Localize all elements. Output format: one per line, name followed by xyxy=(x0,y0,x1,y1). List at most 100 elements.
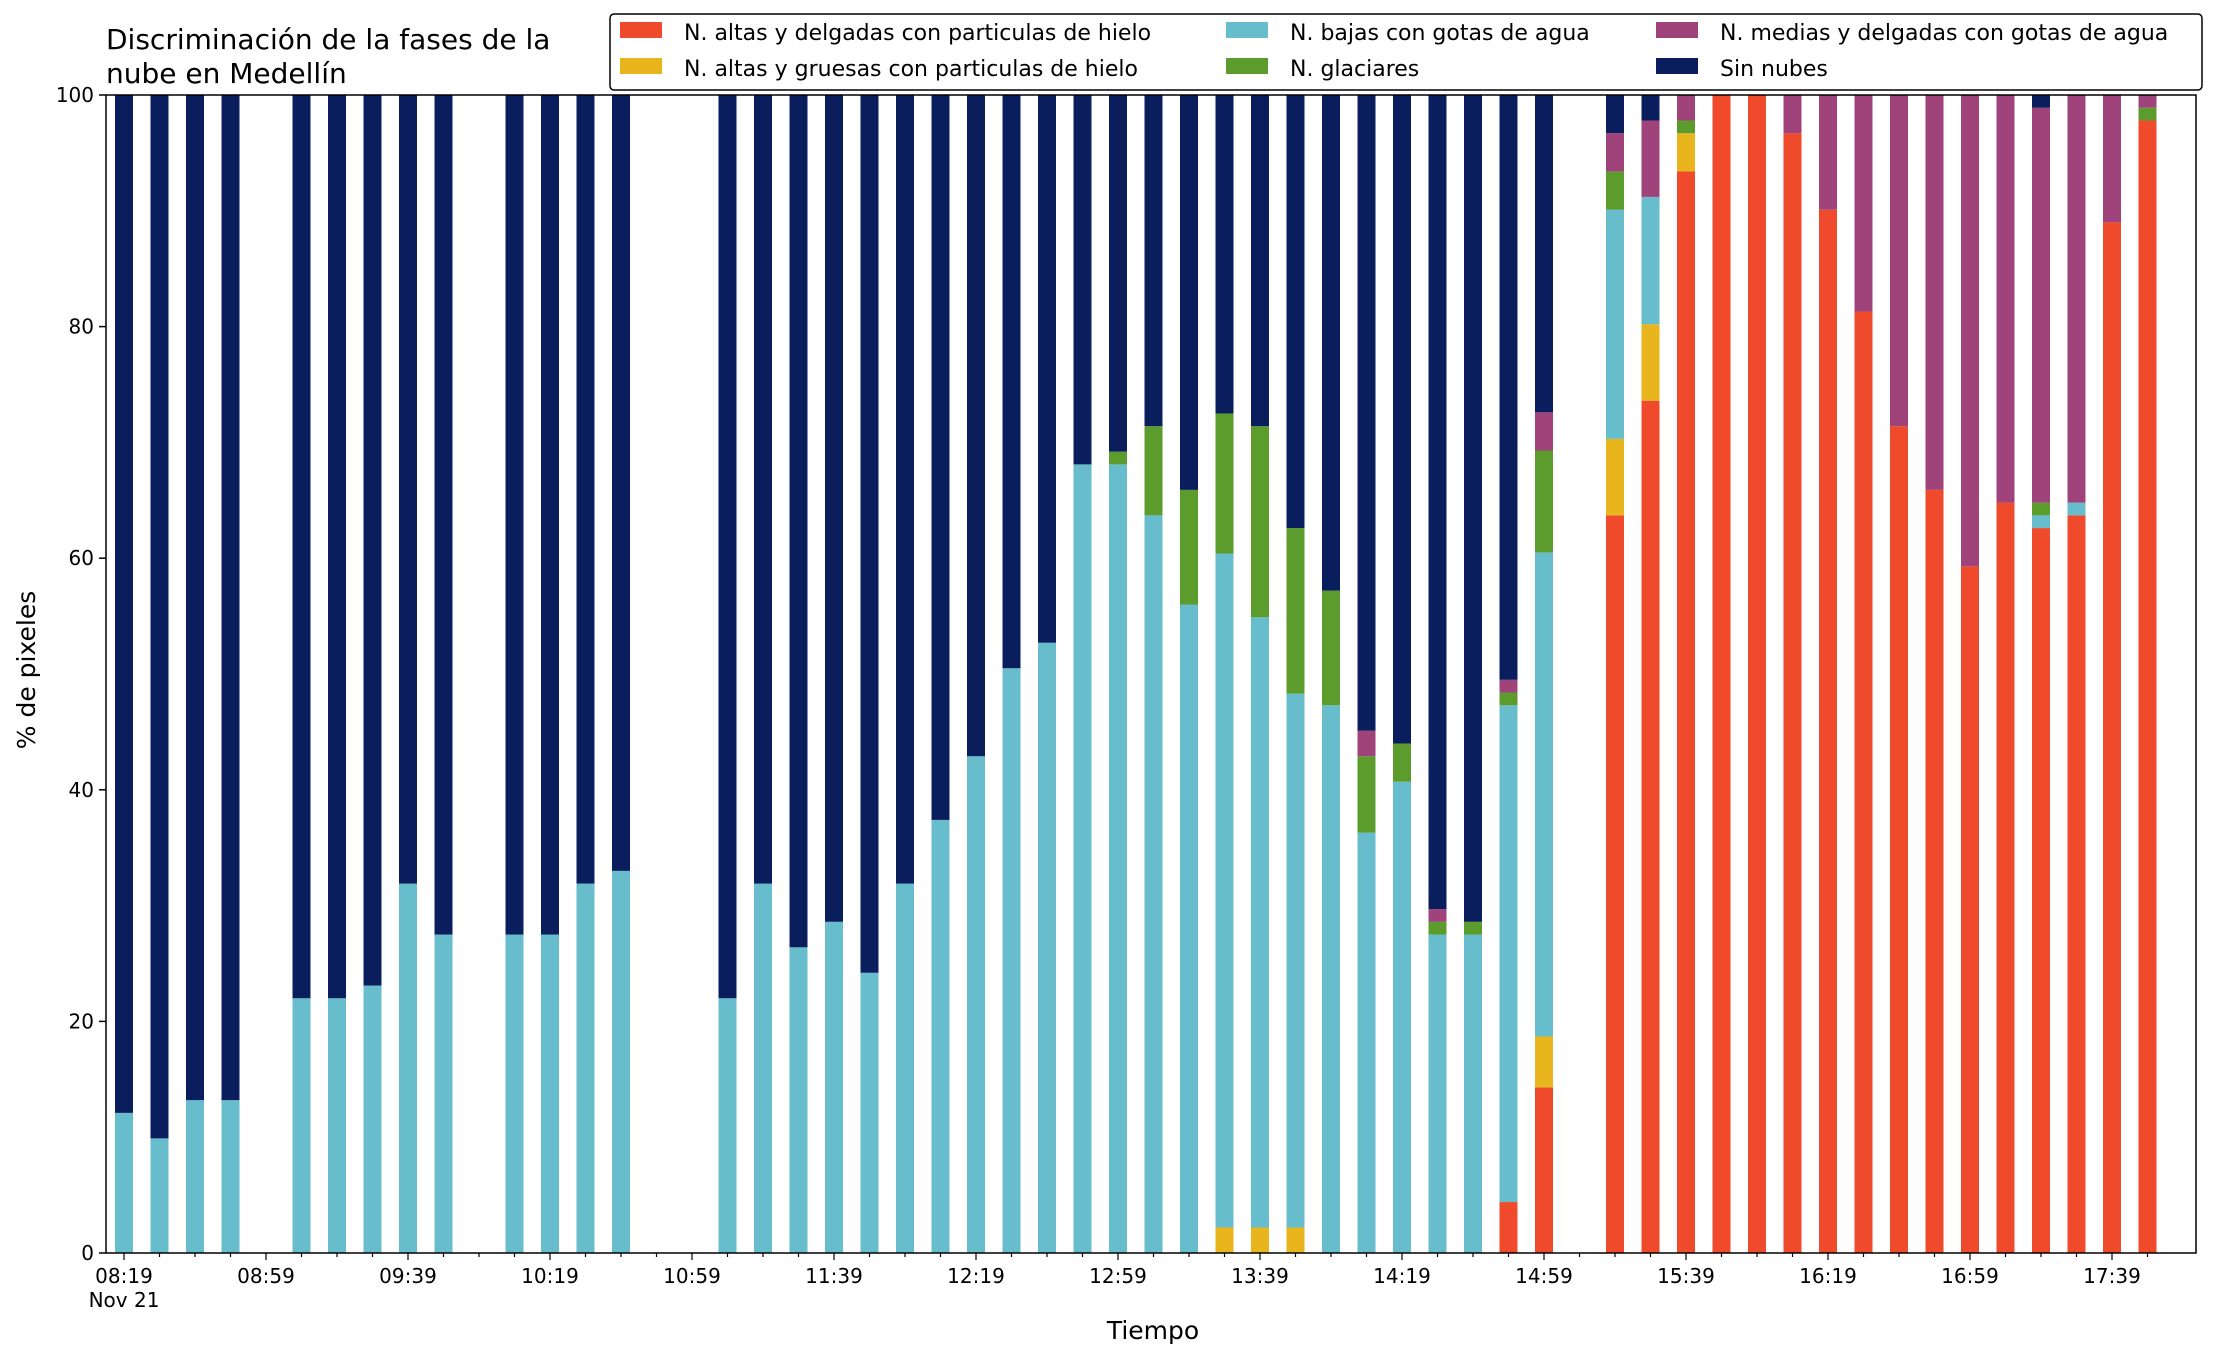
bar-segment xyxy=(2138,95,2157,108)
stacked-bar xyxy=(718,95,737,1253)
bar-segment xyxy=(1357,730,1376,757)
bar-segment xyxy=(2103,222,2121,1253)
bar-segment xyxy=(115,1112,133,1253)
stacked-bar xyxy=(434,95,453,1253)
bar-segment xyxy=(1890,95,1908,427)
bar-segment xyxy=(1322,95,1340,591)
bar-segment xyxy=(1215,95,1234,414)
stacked-bar xyxy=(967,95,985,1253)
stacked-bar xyxy=(1712,95,1731,1253)
bar-segment xyxy=(1996,502,2015,1253)
bar-segment xyxy=(1641,120,1660,197)
bar-segment xyxy=(1393,781,1411,1253)
stacked-bar xyxy=(1961,95,1979,1253)
legend-label: N. medias y delgadas con gotas de agua xyxy=(1720,21,2168,46)
bar-segment xyxy=(363,95,382,986)
bar-segment xyxy=(1251,426,1269,618)
legend-swatch xyxy=(1656,22,1698,38)
stacked-bar xyxy=(115,95,133,1253)
bar-segment xyxy=(1357,756,1376,833)
bar-segment xyxy=(1535,1036,1553,1088)
stacked-bar xyxy=(221,95,240,1253)
bar-segment xyxy=(2138,107,2157,121)
bar-segment xyxy=(1819,95,1837,210)
stacked-bar xyxy=(1996,95,2015,1253)
bar-segment xyxy=(2067,515,2086,1253)
bar-segment xyxy=(150,1138,169,1253)
bar-segment xyxy=(1677,95,1695,121)
stacked-bar xyxy=(399,95,417,1253)
bar-segment xyxy=(1996,95,2015,503)
bar-segment xyxy=(505,95,524,935)
bar-segment xyxy=(931,95,950,820)
bar-segment xyxy=(576,883,595,1253)
stacked-bar xyxy=(186,95,204,1253)
bar-segment xyxy=(541,934,559,1253)
bar-segment xyxy=(1606,515,1624,1253)
bar-segment xyxy=(1286,1227,1305,1253)
stacked-bar xyxy=(825,95,843,1253)
x-tick-label: 10:59 xyxy=(663,1264,721,1288)
bar-segment xyxy=(2103,95,2121,223)
stacked-bar xyxy=(1890,95,1908,1253)
x-tick-label: 15:39 xyxy=(1657,1264,1715,1288)
bar-segment xyxy=(328,95,346,999)
bar-segment xyxy=(1641,95,1660,121)
stacked-bar xyxy=(328,95,346,1253)
bar-segment xyxy=(1961,95,1979,567)
bar-segment xyxy=(1499,705,1518,1203)
stacked-bar xyxy=(1783,95,1802,1254)
bar-segment xyxy=(1109,464,1127,1253)
bar-segment xyxy=(1109,451,1127,465)
bar-segment xyxy=(1464,934,1482,1253)
bar-segment xyxy=(1144,515,1163,1253)
stacked-bar xyxy=(505,95,524,1253)
legend-label: N. bajas con gotas de agua xyxy=(1290,21,1590,46)
y-tick-label: 0 xyxy=(81,1241,94,1265)
bar-segment xyxy=(1677,120,1695,134)
bar-segment xyxy=(1748,95,1766,1253)
stacked-bar xyxy=(1748,95,1766,1253)
x-tick-label: 08:59 xyxy=(237,1264,295,1288)
stacked-bar xyxy=(1641,95,1660,1254)
y-tick-label: 20 xyxy=(69,1009,94,1033)
bar-segment xyxy=(115,95,133,1113)
bar-segment xyxy=(186,1100,204,1253)
bars-layer xyxy=(115,95,2157,1254)
bar-segment xyxy=(1428,934,1447,1253)
bar-segment xyxy=(2032,107,2050,503)
x-axis: 08:19 08:59 09:39 10:19 10:59 11:39 12:19 12:59… xyxy=(89,1253,2149,1312)
bar-segment xyxy=(1393,743,1411,782)
bar-segment xyxy=(1499,95,1518,680)
bar-segment xyxy=(1712,95,1731,1253)
bar-segment xyxy=(399,883,417,1253)
legend-swatch xyxy=(1226,22,1268,38)
bar-segment xyxy=(1144,95,1163,427)
bar-segment xyxy=(2032,528,2050,1253)
stacked-bar xyxy=(2032,95,2050,1253)
bar-segment xyxy=(1925,489,1944,1253)
bar-segment xyxy=(1428,909,1447,922)
bar-segment xyxy=(1535,450,1553,553)
bar-segment xyxy=(1038,95,1056,643)
legend-label: N. glaciares xyxy=(1290,57,1419,82)
stacked-bar xyxy=(2103,95,2121,1253)
bar-segment xyxy=(1641,324,1660,401)
stacked-bar xyxy=(1854,95,1873,1253)
bar-segment xyxy=(1180,489,1198,605)
bar-segment xyxy=(1677,133,1695,172)
stacked-bar xyxy=(1322,95,1340,1253)
legend-swatch xyxy=(1226,58,1268,74)
bar-segment xyxy=(1641,400,1660,1254)
bar-segment xyxy=(754,883,772,1253)
bar-segment xyxy=(505,934,524,1253)
stacked-bar xyxy=(541,95,559,1253)
stacked-bar xyxy=(612,95,630,1253)
bar-segment xyxy=(1286,693,1305,1228)
bar-segment xyxy=(221,95,240,1101)
bar-segment xyxy=(1322,705,1340,1253)
bar-segment xyxy=(1357,832,1376,1253)
stacked-bar xyxy=(1073,95,1092,1253)
plot-frame xyxy=(105,94,2197,1254)
